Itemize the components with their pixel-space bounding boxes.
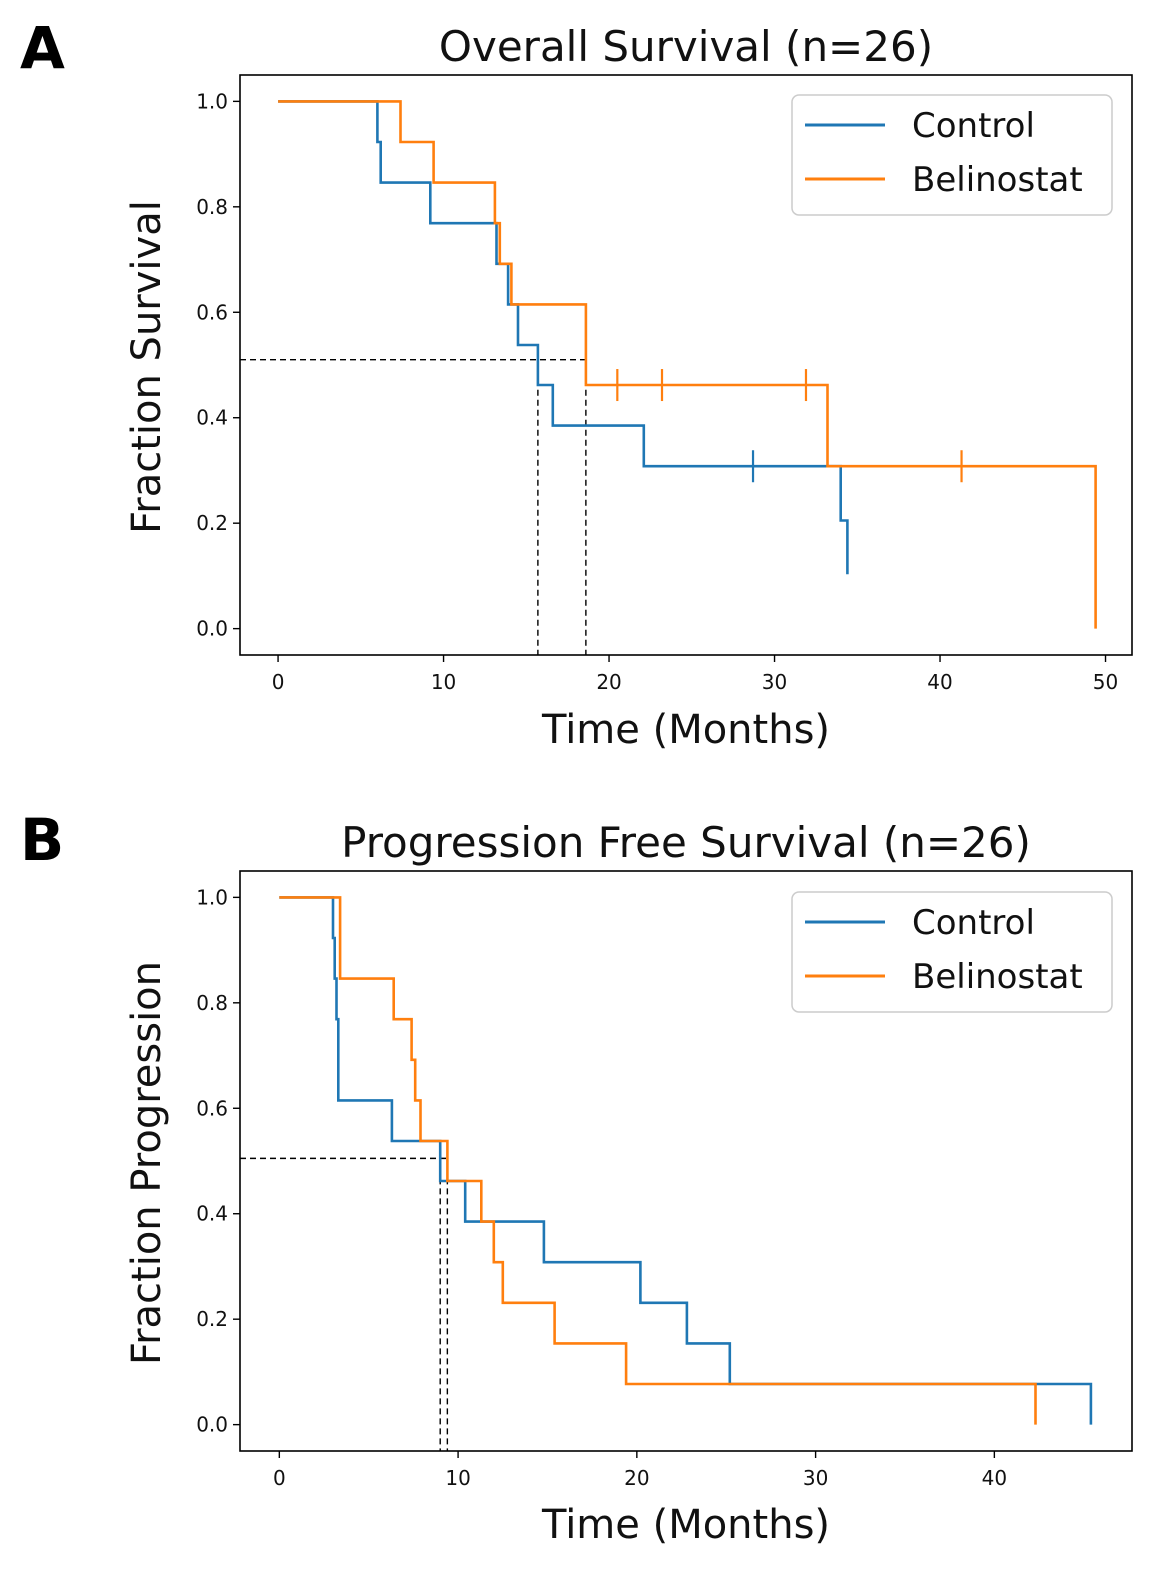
- legend: Control Belinostat: [791, 94, 1113, 216]
- x-tick-label: 30: [762, 670, 787, 694]
- y-tick-label: 0.0: [196, 1413, 228, 1437]
- legend-label-belinostat: Belinostat: [912, 957, 1083, 997]
- x-tick-label: 10: [445, 1466, 470, 1490]
- axes-frame: [239, 870, 1133, 1452]
- panel-b: B Progression Free Survival (n=26) Time …: [20, 806, 1133, 1548]
- series-line-control: [279, 896, 1093, 1425]
- y-tick-label: 1.0: [196, 885, 228, 909]
- y-axis-label: Fraction Progression: [124, 961, 170, 1365]
- y-tick-label: 0.6: [196, 300, 228, 324]
- chart-title: Progression Free Survival (n=26): [341, 818, 1031, 867]
- y-tick-label: 0.4: [196, 406, 228, 430]
- legend: Control Belinostat: [791, 891, 1113, 1013]
- y-tick-label: 0.2: [196, 511, 228, 535]
- x-tick-label: 30: [803, 1466, 828, 1490]
- series-line-control: [278, 100, 849, 575]
- plot-area: 0 10 20 30 40 0.0 0.2 0.4 0.6 0.8 1.0: [196, 870, 1133, 1490]
- y-tick-label: 0.8: [196, 991, 228, 1015]
- legend-label-belinostat: Belinostat: [912, 160, 1083, 200]
- x-tick-label: 0: [272, 670, 285, 694]
- x-tick-label: 40: [982, 1466, 1007, 1490]
- series-line-belinostat: [278, 100, 1097, 629]
- series-line-belinostat: [279, 896, 1037, 1425]
- y-tick-label: 1.0: [196, 89, 228, 113]
- legend-label-control: Control: [912, 106, 1035, 146]
- y-tick-label: 0.4: [196, 1202, 228, 1226]
- x-tick-label: 20: [624, 1466, 649, 1490]
- chart-title: Overall Survival (n=26): [439, 22, 933, 71]
- y-tick-label: 0.8: [196, 195, 228, 219]
- x-tick-label: 10: [431, 670, 456, 694]
- panel-letter: A: [20, 14, 65, 82]
- y-tick-label: 0.2: [196, 1307, 228, 1331]
- panel-a: A Overall Survival (n=26) Time (Months) …: [20, 14, 1133, 753]
- plot-area: 0 10 20 30 40 50 0.0 0.2 0.4 0.6 0.8 1.0: [196, 74, 1133, 694]
- y-tick-label: 0.0: [196, 617, 228, 641]
- y-tick-label: 0.6: [196, 1096, 228, 1120]
- legend-label-control: Control: [912, 903, 1035, 943]
- x-axis-label: Time (Months): [541, 1502, 830, 1548]
- x-tick-label: 0: [273, 1466, 286, 1490]
- y-axis-label: Fraction Survival: [124, 200, 170, 534]
- x-axis-label: Time (Months): [541, 707, 830, 753]
- x-tick-label: 20: [596, 670, 621, 694]
- axes-frame: [239, 74, 1133, 656]
- x-tick-label: 50: [1093, 670, 1118, 694]
- x-tick-label: 40: [927, 670, 952, 694]
- panel-letter: B: [20, 806, 64, 874]
